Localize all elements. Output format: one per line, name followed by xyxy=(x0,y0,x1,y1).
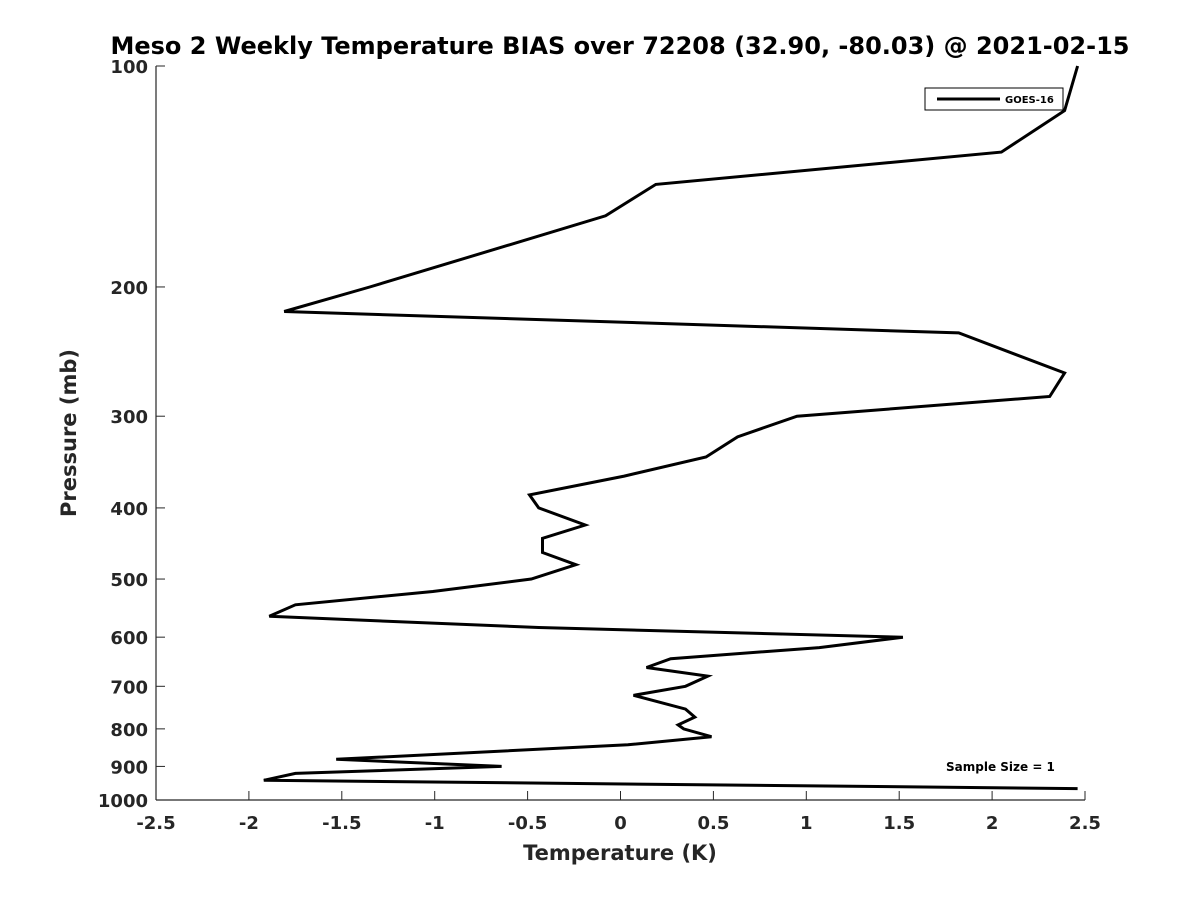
y-tick-label: 700 xyxy=(110,677,148,698)
y-tick-label: 200 xyxy=(110,278,148,299)
y-tick-label: 900 xyxy=(110,757,148,778)
x-tick-label: -2.5 xyxy=(136,813,175,834)
x-tick-label: -1 xyxy=(425,813,445,834)
x-tick-label: 0.5 xyxy=(697,813,729,834)
x-tick-label: 1.5 xyxy=(883,813,915,834)
y-tick-label: 300 xyxy=(110,407,148,428)
y-tick-label: 500 xyxy=(110,570,148,591)
y-tick-label: 800 xyxy=(110,720,148,741)
ticks: -2.5 -2 -1.5 -1 -0.5 0 0.5 1 1.5 2 2.5 100 200 300 400… xyxy=(98,57,1101,834)
x-axis-label: Temperature (K) xyxy=(523,841,717,865)
sample-size-annotation: Sample Size = 1 xyxy=(946,760,1055,774)
y-tick-label: 100 xyxy=(110,57,148,78)
y-axis-label: Pressure (mb) xyxy=(57,349,81,517)
y-tick-label: 400 xyxy=(110,499,148,520)
x-tick-label: -1.5 xyxy=(322,813,361,834)
chart-title: Meso 2 Weekly Temperature BIAS over 7220… xyxy=(110,32,1129,60)
x-tick-label: 2.5 xyxy=(1069,813,1101,834)
legend: GOES-16 xyxy=(924,87,1064,111)
x-tick-label: 1 xyxy=(800,813,813,834)
y-tick-label: 600 xyxy=(110,628,148,649)
y-tick-label: 1000 xyxy=(98,791,148,812)
x-tick-label: 2 xyxy=(986,813,999,834)
x-tick-label: -0.5 xyxy=(508,813,547,834)
series-line-goes-16 xyxy=(263,65,1080,791)
x-tick-label: -2 xyxy=(239,813,259,834)
x-tick-label: 0 xyxy=(614,813,627,834)
legend-label-goes-16: GOES-16 xyxy=(1005,95,1054,106)
